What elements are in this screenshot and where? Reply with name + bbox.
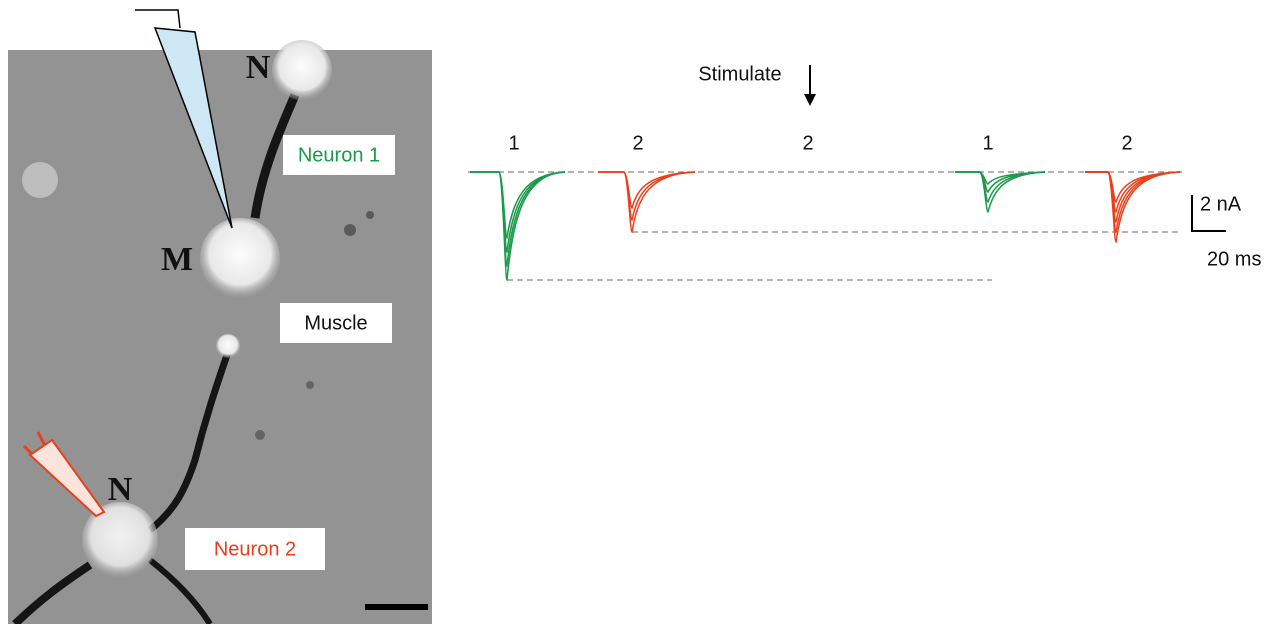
trace: [598, 172, 695, 232]
trace-label: 1: [508, 132, 519, 154]
trace: [955, 172, 1045, 212]
scale-current: 2 nA: [1200, 193, 1242, 215]
scale-time: 20 ms: [1207, 248, 1261, 270]
figure: N M N Neuron 1 Muscle Neuron 2 Stimulate…: [0, 0, 1287, 624]
neuron1-label: Neuron 1: [298, 144, 380, 166]
micrograph: N M N Neuron 1 Muscle Neuron 2: [8, 40, 432, 624]
neuron2-label: Neuron 2: [214, 538, 296, 560]
trace: [955, 172, 1045, 192]
trace-label: 1: [982, 132, 993, 154]
trace: [598, 172, 695, 208]
mark-m: M: [161, 241, 193, 278]
muscle-label: Muscle: [304, 312, 367, 334]
mark-n: N: [108, 471, 133, 508]
trace-label: 2: [1121, 132, 1132, 154]
trace: [470, 172, 565, 280]
trace: [598, 172, 695, 220]
mark-n: N: [246, 49, 271, 86]
stimulate-label: Stimulate: [698, 63, 781, 85]
recordings: Stimulate 1 2 2 1 2 2 nA 20 ms: [468, 63, 1261, 280]
trace-label: 2: [632, 132, 643, 154]
trace-label: 2: [802, 132, 813, 154]
trace: [1085, 172, 1180, 222]
